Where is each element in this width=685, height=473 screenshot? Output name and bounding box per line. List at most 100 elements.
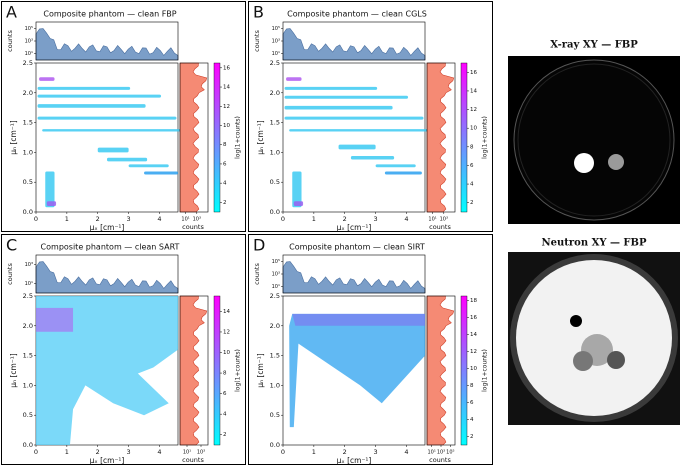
right-x-label: counts xyxy=(429,456,451,464)
colorbar-label: log(1+counts) xyxy=(235,116,242,159)
y-tick-label: 0.5 xyxy=(23,411,33,419)
density-region xyxy=(42,129,185,132)
colorbar-tick-label: 16 xyxy=(470,70,477,76)
colorbar xyxy=(460,62,468,213)
density-region xyxy=(338,144,376,150)
colorbar xyxy=(213,295,221,446)
density-region xyxy=(293,201,304,207)
density-region xyxy=(36,307,74,332)
density-region xyxy=(286,77,302,81)
panel-title: Composite phantom — clean CGLS xyxy=(287,10,427,19)
colorbar-tick-label: 16 xyxy=(470,315,477,321)
x-tick-label: 2 xyxy=(343,215,347,223)
top-y-tick-label: 10³ xyxy=(25,39,33,45)
right-axes xyxy=(426,62,456,213)
right-x-tick-label: 10³ xyxy=(197,450,205,456)
right-x-tick-label: 10³ xyxy=(193,217,201,223)
colorbar-tick-label: 12 xyxy=(470,349,477,355)
panel-border xyxy=(1,1,246,232)
density-region xyxy=(289,313,425,428)
top-y-tick-label: 10³ xyxy=(25,262,33,268)
density-region xyxy=(128,164,169,168)
density-region xyxy=(289,129,432,132)
colorbar-tick-label: 16 xyxy=(223,65,230,71)
density-region xyxy=(284,95,409,99)
x-tick-label: 3 xyxy=(127,448,131,456)
right-x-tick-label: 10³ xyxy=(437,450,445,456)
y-tick-label: 2.0 xyxy=(23,89,33,97)
plot-area xyxy=(35,62,179,213)
y-tick-label: 2.5 xyxy=(270,59,280,67)
colorbar-tick-label: 4 xyxy=(470,182,474,188)
density-region xyxy=(97,147,129,153)
x-tick-label: 3 xyxy=(127,215,131,223)
y-tick-label: 2.0 xyxy=(270,89,280,97)
y-tick-label: 1.5 xyxy=(270,119,280,127)
density-region xyxy=(292,171,302,208)
density-region xyxy=(37,116,177,120)
top-y-tick-label: 10⁵ xyxy=(272,259,280,265)
top-y-label: counts xyxy=(6,263,14,285)
colorbar-tick-label: 2 xyxy=(470,200,474,206)
y-tick-label: 2.5 xyxy=(23,292,33,300)
x-tick-label: 4 xyxy=(157,215,161,223)
colorbar-tick-label: 10 xyxy=(470,366,477,372)
colorbar-tick-label: 12 xyxy=(223,329,230,335)
x-tick-label: 4 xyxy=(404,215,408,223)
right-x-tick-label: 10¹ xyxy=(427,450,435,456)
top-y-label: counts xyxy=(6,30,14,52)
colorbar-tick-label: 6 xyxy=(223,161,227,167)
x-tick-label: 3 xyxy=(374,215,378,223)
colorbar xyxy=(213,62,221,213)
right-histogram xyxy=(426,295,455,446)
top-y-tick-label: 10¹ xyxy=(272,51,280,57)
colorbar-tick-label: 6 xyxy=(470,163,474,169)
y-tick-label: 2.5 xyxy=(270,292,280,300)
colorbar-tick-label: 10 xyxy=(223,123,230,129)
x-axis-label: μₓ [cm⁻¹] xyxy=(90,456,125,465)
y-tick-label: 0.5 xyxy=(270,411,280,419)
panel-title: Composite phantom — clean SART xyxy=(41,243,180,252)
density-region xyxy=(284,105,393,110)
y-axis-label: μₙ [cm⁻¹] xyxy=(9,120,18,154)
density-region xyxy=(107,157,148,162)
colorbar-tick-label: 12 xyxy=(470,107,477,113)
density-region xyxy=(46,201,57,207)
density-region xyxy=(384,171,422,175)
colorbar-tick-label: 4 xyxy=(223,181,227,187)
colorbar-tick-label: 2 xyxy=(470,434,474,440)
colorbar-label: log(1+counts) xyxy=(482,349,489,392)
x-axis-label: μₓ [cm⁻¹] xyxy=(337,456,372,465)
density-region xyxy=(375,164,416,168)
plot-area xyxy=(282,62,426,213)
right-x-label: counts xyxy=(182,223,204,231)
x-tick-label: 0 xyxy=(281,215,285,223)
panel-border xyxy=(1,234,246,465)
panel-border xyxy=(248,234,493,465)
top-y-tick-label: 10³ xyxy=(272,272,280,278)
colorbar-tick-label: 2 xyxy=(223,200,227,206)
y-axis-label: μₙ [cm⁻¹] xyxy=(256,120,265,154)
density-region xyxy=(350,155,395,160)
colorbar-tick-label: 8 xyxy=(223,142,227,148)
right-histogram xyxy=(179,295,208,446)
right-x-tick-label: 10⁵ xyxy=(446,450,454,456)
panel-letter: D xyxy=(253,236,265,255)
top-histogram xyxy=(282,28,426,61)
y-tick-label: 0.0 xyxy=(270,208,280,216)
colorbar-tick-label: 8 xyxy=(470,144,474,150)
top-y-tick-label: 10¹ xyxy=(25,51,33,57)
right-x-tick-label: 10¹ xyxy=(428,217,436,223)
panel: B Composite phantom — clean CGLS 10¹ 10³ 10⁵… xyxy=(248,1,493,232)
colorbar-tick-label: 14 xyxy=(470,88,477,94)
x-tick-label: 2 xyxy=(96,215,100,223)
colorbar-tick-label: 2 xyxy=(223,432,227,438)
colorbar-tick-label: 14 xyxy=(470,332,477,338)
top-y-tick-label: 10⁵ xyxy=(272,26,280,32)
panel: C Composite phantom — clean SART10¹10³cou… xyxy=(1,234,246,465)
image-title: X-ray XY — FBP xyxy=(550,40,638,51)
top-histogram xyxy=(282,261,426,294)
x-tick-label: 4 xyxy=(157,448,161,456)
x-tick-label: 0 xyxy=(281,448,285,456)
